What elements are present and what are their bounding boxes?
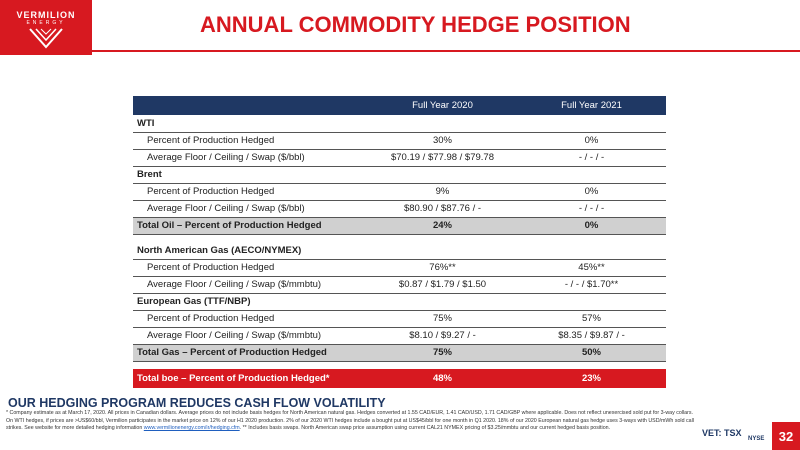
cell-2021: 0% bbox=[517, 132, 666, 150]
cell-2021: 50% bbox=[517, 344, 666, 362]
table-row: Percent of Production Hedged 9% 0% bbox=[133, 183, 666, 201]
row-label: Percent of Production Hedged bbox=[133, 183, 368, 201]
total-boe-row: Total boe – Percent of Production Hedged… bbox=[133, 369, 666, 388]
total-oil-row: Total Oil – Percent of Production Hedged… bbox=[133, 217, 666, 235]
row-label: Total Gas – Percent of Production Hedged bbox=[133, 344, 368, 362]
company-logo: VERMILION ENERGY bbox=[0, 0, 92, 55]
section-label: North American Gas (AECO/NYMEX) bbox=[133, 242, 666, 260]
row-label: Percent of Production Hedged bbox=[133, 259, 368, 277]
column-header bbox=[133, 96, 368, 115]
section-label: European Gas (TTF/NBP) bbox=[133, 293, 666, 311]
cell-2020: $0.87 / $1.79 / $1.50 bbox=[368, 276, 517, 294]
header-divider bbox=[92, 50, 800, 52]
hedge-table: Full Year 2020 Full Year 2021 WTI Percen… bbox=[133, 96, 666, 388]
column-header: Full Year 2020 bbox=[368, 96, 517, 115]
section-row-na-gas: North American Gas (AECO/NYMEX) bbox=[133, 242, 666, 260]
cell-2020: 75% bbox=[368, 310, 517, 328]
row-label: Total boe – Percent of Production Hedged… bbox=[133, 369, 368, 388]
cell-2021: - / - / - bbox=[517, 149, 666, 167]
section-label: WTI bbox=[133, 115, 666, 133]
table-header-row: Full Year 2020 Full Year 2021 bbox=[133, 96, 666, 115]
row-label: Average Floor / Ceiling / Swap ($/bbl) bbox=[133, 149, 368, 167]
table-row: Percent of Production Hedged 76%** 45%** bbox=[133, 259, 666, 277]
footnote-text: * Company estimate as at March 17, 2020.… bbox=[6, 410, 694, 432]
cell-2020: 48% bbox=[368, 369, 517, 388]
tsx-ticker: VET: TSX bbox=[702, 428, 742, 438]
cell-2020: 9% bbox=[368, 183, 517, 201]
spacer-row bbox=[133, 361, 666, 369]
row-label: Total Oil – Percent of Production Hedged bbox=[133, 217, 368, 235]
row-label: Percent of Production Hedged bbox=[133, 310, 368, 328]
page-title: ANNUAL COMMODITY HEDGE POSITION bbox=[200, 12, 631, 37]
footer-title: OUR HEDGING PROGRAM REDUCES CASH FLOW VO… bbox=[8, 396, 386, 410]
row-label: Average Floor / Ceiling / Swap ($/mmbtu) bbox=[133, 327, 368, 345]
cell-2020: $80.90 / $87.76 / - bbox=[368, 200, 517, 218]
section-label: Brent bbox=[133, 166, 666, 184]
column-header: Full Year 2021 bbox=[517, 96, 666, 115]
section-row-brent: Brent bbox=[133, 166, 666, 184]
table-row: Average Floor / Ceiling / Swap ($/mmbtu)… bbox=[133, 327, 666, 345]
table-row: Average Floor / Ceiling / Swap ($/bbl) $… bbox=[133, 200, 666, 218]
cell-2020: 76%** bbox=[368, 259, 517, 277]
logo-subtext: ENERGY bbox=[26, 20, 66, 26]
cell-2021: 57% bbox=[517, 310, 666, 328]
logo-mark-icon bbox=[29, 28, 63, 49]
row-label: Average Floor / Ceiling / Swap ($/bbl) bbox=[133, 200, 368, 218]
row-label: Average Floor / Ceiling / Swap ($/mmbtu) bbox=[133, 276, 368, 294]
total-gas-row: Total Gas – Percent of Production Hedged… bbox=[133, 344, 666, 362]
table-row: Percent of Production Hedged 75% 57% bbox=[133, 310, 666, 328]
cell-2021: - / - / - bbox=[517, 200, 666, 218]
page-number: 32 bbox=[772, 422, 800, 450]
hedging-link[interactable]: www.vermilionenergy.com/ir/hedging.cfm bbox=[143, 425, 240, 432]
cell-2020: $8.10 / $9.27 / - bbox=[368, 327, 517, 345]
cell-2021: 0% bbox=[517, 217, 666, 235]
section-row-wti: WTI bbox=[133, 115, 666, 133]
spacer-row bbox=[133, 234, 666, 242]
cell-2021: 0% bbox=[517, 183, 666, 201]
footnote-text-end: . ** Includes basis swaps. North America… bbox=[239, 425, 611, 432]
slide-header: VERMILION ENERGY ANNUAL COMMODITY HEDGE … bbox=[0, 0, 800, 55]
cell-2021: 45%** bbox=[517, 259, 666, 277]
table-row: Average Floor / Ceiling / Swap ($/mmbtu)… bbox=[133, 276, 666, 294]
table-row: Average Floor / Ceiling / Swap ($/bbl) $… bbox=[133, 149, 666, 167]
section-row-eu-gas: European Gas (TTF/NBP) bbox=[133, 293, 666, 311]
cell-2020: 75% bbox=[368, 344, 517, 362]
cell-2020: 24% bbox=[368, 217, 517, 235]
cell-2020: 30% bbox=[368, 132, 517, 150]
cell-2020: $70.19 / $77.98 / $79.78 bbox=[368, 149, 517, 167]
footnote: * Company estimate as at March 17, 2020.… bbox=[6, 410, 694, 433]
table-row: Percent of Production Hedged 30% 0% bbox=[133, 132, 666, 150]
row-label: Percent of Production Hedged bbox=[133, 132, 368, 150]
logo-text: VERMILION bbox=[16, 10, 76, 20]
cell-2021: $8.35 / $9.87 / - bbox=[517, 327, 666, 345]
cell-2021: - / - / $1.70** bbox=[517, 276, 666, 294]
cell-2021: 23% bbox=[517, 369, 666, 388]
nyse-ticker: NYSE bbox=[748, 436, 765, 442]
